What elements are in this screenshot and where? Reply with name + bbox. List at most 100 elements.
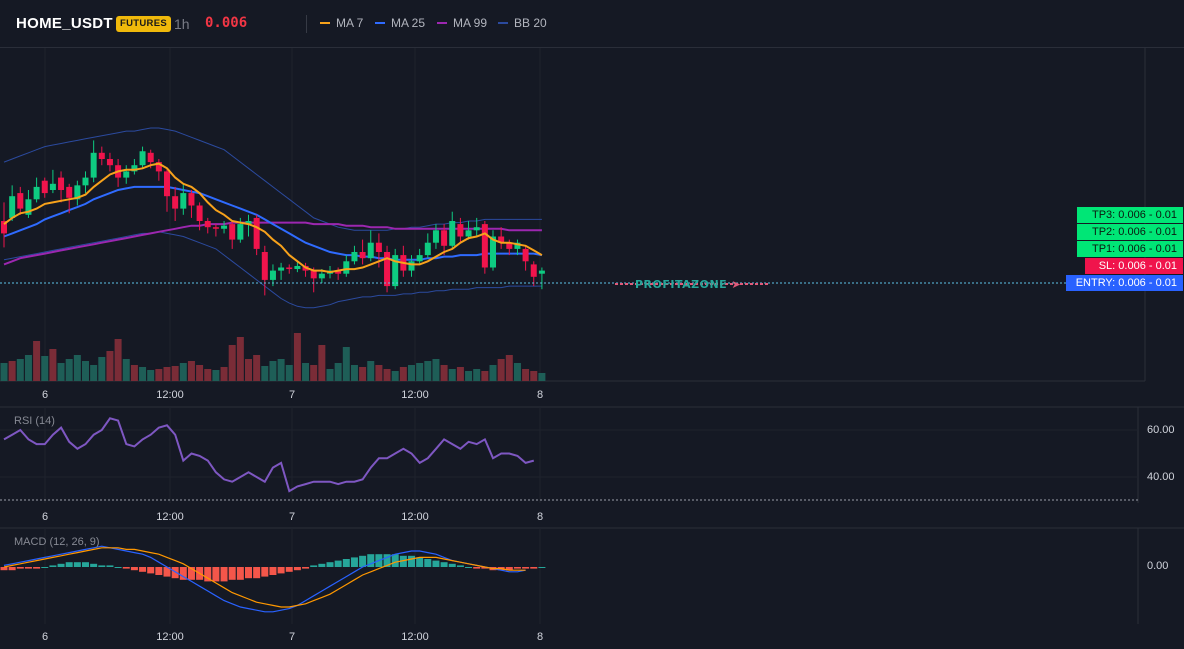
volume-bar-44 [359,367,367,381]
candle-body-45 [367,242,374,259]
volume-bar-8 [65,359,73,381]
volume-bar-15 [122,359,130,381]
volume-bar-26 [212,370,220,381]
volume-bar-59 [481,371,489,381]
macd-hist-bar-36 [293,567,301,571]
rsi-tick-40: 40.00 [1147,471,1175,483]
volume-bar-61 [497,359,505,381]
legend-ma7-label: MA 7 [336,16,364,30]
candle-body-64 [522,248,529,262]
candle-body-44 [359,252,366,259]
volume-bar-21 [171,366,179,381]
candle-body-6 [49,183,56,190]
legend-ma7[interactable]: MA 7 [320,16,363,30]
volume-bar-42 [342,347,350,381]
volume-bar-30 [245,359,252,381]
volume-bar-37 [302,363,310,381]
macd-hist-bar-7 [57,563,65,567]
macd-hist-bar-26 [212,567,220,582]
volume-bar-50 [408,365,415,381]
volume-bar-49 [399,367,407,381]
candle-body-19 [155,162,162,172]
candle-body-55 [449,221,456,246]
volume-bar-32 [261,366,269,381]
macd-hist-bar-55 [448,563,456,567]
volume-bar-43 [350,365,358,381]
ma25-line [3,185,543,261]
legend-ma99[interactable]: MA 99 [437,16,487,30]
chart-header: HOME_USDT FUTURES 1h 0.006 MA 7 MA 25 MA… [0,0,1184,48]
candle-body-65 [530,264,537,277]
candle-body-47 [384,252,391,287]
time-label-macd-3: 12:00 [401,631,429,643]
macd-hist-bar-58 [473,567,481,569]
futures-badge: FUTURES [116,16,171,32]
candle-body-57 [465,230,472,237]
volume-bar-12 [98,357,106,381]
volume-bar-57 [465,371,473,381]
time-label-price-1: 12:00 [156,389,184,401]
candle-body-16 [131,165,138,172]
legend-ma25[interactable]: MA 25 [375,16,425,30]
volume-bar-1 [8,361,16,381]
ma25-swatch [375,22,385,24]
candle-body-2 [17,193,24,209]
candle-body-62 [506,242,513,249]
macd-hist-bar-65 [530,567,538,569]
legend-ma99-label: MA 99 [453,16,488,30]
macd-hist-bar-44 [359,555,367,567]
volume-bar-23 [187,361,195,381]
candle-body-7 [58,177,65,190]
candle-body-48 [392,255,399,287]
volume-bar-64 [522,369,530,381]
macd-hist-bar-21 [171,567,179,579]
candle-body-41 [335,270,342,274]
macd-hist-bar-25 [204,567,212,582]
volume-bar-29 [236,337,244,381]
profitazone-watermark: PROFITAZONE ➤ [635,278,741,291]
volume-bar-66 [538,373,546,381]
macd-hist-bar-1 [8,567,16,571]
time-label-macd-1: 12:00 [156,631,184,643]
candle-body-66 [538,270,545,274]
volume-bar-62 [505,355,513,381]
volume-bar-38 [310,365,318,381]
volume-bar-35 [285,365,293,381]
candle-body-26 [212,227,219,229]
volume-bar-48 [391,371,399,381]
volume-bar-58 [473,369,481,381]
candle-body-39 [318,273,325,279]
ma7-line [3,162,543,274]
macd-hist-bar-10 [82,562,89,567]
macd-hist-bar-38 [310,565,318,567]
tp2-tag: TP2: 0.006 - 0.01 [1077,224,1183,240]
candle-body-36 [294,265,301,270]
candle-body-13 [106,159,113,166]
candle-body-1 [9,196,16,218]
entry-tag: ENTRY: 0.006 - 0.01 [1066,275,1183,291]
macd-hist-bar-48 [391,554,399,567]
macd-hist-bar-16 [130,567,138,571]
timeframe-label[interactable]: 1h [174,16,190,32]
candle-body-38 [310,270,317,279]
volume-bar-0 [0,363,8,381]
volume-bar-9 [73,355,81,381]
volume-bar-60 [489,365,497,381]
legend-bb20[interactable]: BB 20 [498,16,547,30]
volume-bar-34 [277,359,285,381]
volume-bar-55 [448,369,456,381]
candle-body-29 [237,224,244,240]
volume-bar-33 [269,361,277,381]
volume-bar-20 [163,367,171,381]
candle-body-50 [408,261,415,271]
macd-hist-bar-30 [245,567,252,579]
macd-hist-bar-6 [49,565,57,567]
bb20-lower-line [3,231,542,309]
candle-body-21 [172,196,179,209]
volume-bar-2 [16,359,24,381]
volume-bar-16 [130,365,138,381]
symbol-name[interactable]: HOME_USDT [16,15,113,32]
header-divider [306,15,307,33]
macd-hist-bar-2 [16,567,24,569]
